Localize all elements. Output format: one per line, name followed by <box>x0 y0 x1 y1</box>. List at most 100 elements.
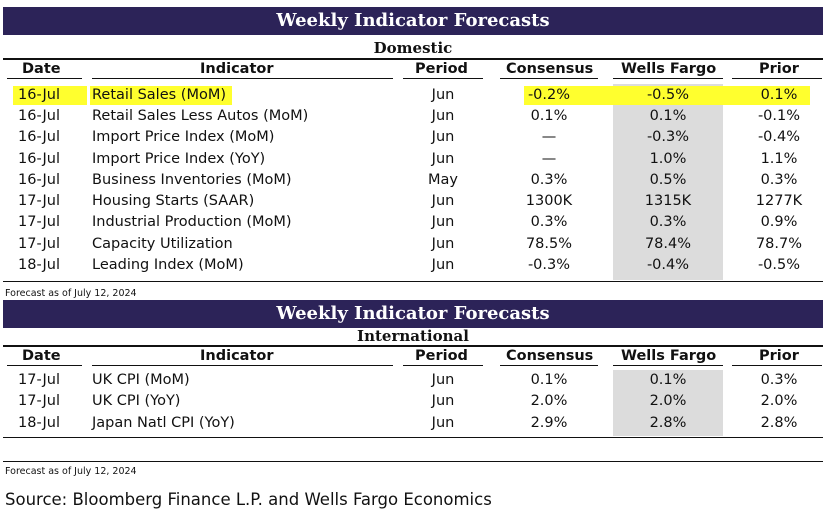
domestic-row: 16-Jul Import Price Index (MoM) Jun — -0… <box>0 127 826 148</box>
row-wells-fargo: -0.5% <box>646 87 690 103</box>
international-header-underline-indicator <box>92 365 393 366</box>
international-header-underline-date <box>7 365 82 366</box>
row-wells-fargo: 0.5% <box>649 172 687 188</box>
row-wells-fargo: 1315K <box>644 193 692 209</box>
international-header-wells-fargo: Wells Fargo <box>621 348 717 364</box>
international-row: 17-Jul UK CPI (YoY) Jun 2.0% 2.0% 2.0% <box>0 391 826 412</box>
row-indicator: Industrial Production (MoM) <box>92 214 292 230</box>
row-period: Jun <box>431 151 455 167</box>
row-consensus: — <box>541 151 557 167</box>
international-footer-rule <box>3 461 823 462</box>
domestic-header-period: Period <box>415 61 468 77</box>
international-section-title: International <box>357 327 469 345</box>
row-indicator: Import Price Index (MoM) <box>92 129 275 145</box>
international-header-underline-prior <box>732 365 822 366</box>
row-date: 16-Jul <box>18 129 60 145</box>
row-prior: 1277K <box>755 193 803 209</box>
row-date: 18-Jul <box>18 257 60 273</box>
international-header-underline-period <box>403 365 483 366</box>
row-date: 16-Jul <box>18 172 60 188</box>
row-prior: -0.1% <box>757 108 801 124</box>
row-period: Jun <box>431 372 455 388</box>
row-prior: 2.8% <box>760 415 798 431</box>
row-indicator: Leading Index (MoM) <box>92 257 244 273</box>
row-indicator: Import Price Index (YoY) <box>92 151 266 167</box>
row-indicator: Capacity Utilization <box>92 236 233 252</box>
international-header-underline-consensus <box>500 365 598 366</box>
row-date: 17-Jul <box>18 372 60 388</box>
row-indicator: UK CPI (MoM) <box>92 372 190 388</box>
domestic-row: 16-Jul Retail Sales Less Autos (MoM) Jun… <box>0 106 826 127</box>
row-prior: -0.5% <box>757 257 801 273</box>
row-prior: -0.4% <box>757 129 801 145</box>
international-header-underline-wells-fargo <box>613 365 723 366</box>
row-wells-fargo: 2.0% <box>649 393 687 409</box>
international-row: 17-Jul UK CPI (MoM) Jun 0.1% 0.1% 0.3% <box>0 370 826 391</box>
row-indicator: Japan Natl CPI (YoY) <box>92 415 235 431</box>
row-period: Jun <box>431 108 455 124</box>
international-header-prior: Prior <box>759 348 799 364</box>
row-consensus: 2.0% <box>530 393 568 409</box>
row-wells-fargo: 78.4% <box>644 236 692 252</box>
domestic-row: 18-Jul Leading Index (MoM) Jun -0.3% -0.… <box>0 255 826 276</box>
domestic-header-underline-consensus <box>500 78 598 79</box>
row-period: Jun <box>431 87 455 103</box>
domestic-header-consensus: Consensus <box>506 61 594 77</box>
row-wells-fargo: -0.3% <box>646 129 690 145</box>
international-top-rule <box>3 345 823 347</box>
row-wells-fargo: 0.1% <box>649 372 687 388</box>
row-date: 16-Jul <box>18 108 60 124</box>
domestic-top-rule <box>3 58 823 60</box>
row-period: Jun <box>431 193 455 209</box>
international-forecast-note: Forecast as of July 12, 2024 <box>5 466 137 477</box>
row-wells-fargo: -0.4% <box>646 257 690 273</box>
row-date: 17-Jul <box>18 214 60 230</box>
row-date: 17-Jul <box>18 236 60 252</box>
row-prior: 2.0% <box>760 393 798 409</box>
domestic-row: 16-Jul Import Price Index (YoY) Jun — 1.… <box>0 149 826 170</box>
row-period: Jun <box>431 129 455 145</box>
row-consensus: -0.3% <box>527 257 571 273</box>
domestic-row: 17-Jul Industrial Production (MoM) Jun 0… <box>0 212 826 233</box>
row-consensus: 0.1% <box>530 372 568 388</box>
domestic-banner: Weekly Indicator Forecasts <box>3 7 823 35</box>
domestic-row: 16-Jul Retail Sales (MoM) Jun -0.2% -0.5… <box>0 85 826 106</box>
row-wells-fargo: 2.8% <box>649 415 687 431</box>
row-prior: 78.7% <box>755 236 803 252</box>
domestic-row: 17-Jul Housing Starts (SAAR) Jun 1300K 1… <box>0 191 826 212</box>
domestic-header-underline-period <box>403 78 483 79</box>
row-period: Jun <box>431 257 455 273</box>
domestic-header-underline-prior <box>732 78 822 79</box>
row-period: Jun <box>431 236 455 252</box>
row-prior: 1.1% <box>760 151 798 167</box>
row-indicator: Retail Sales Less Autos (MoM) <box>92 108 309 124</box>
international-header-date: Date <box>22 348 61 364</box>
domestic-header-underline-wells-fargo <box>613 78 723 79</box>
row-date: 17-Jul <box>18 393 60 409</box>
row-date: 18-Jul <box>18 415 60 431</box>
domestic-header-prior: Prior <box>759 61 799 77</box>
international-header-period: Period <box>415 348 468 364</box>
international-banner: Weekly Indicator Forecasts <box>3 300 823 328</box>
row-consensus: 1300K <box>525 193 573 209</box>
row-prior: 0.3% <box>760 372 798 388</box>
row-consensus: 78.5% <box>525 236 573 252</box>
international-header-consensus: Consensus <box>506 348 594 364</box>
row-consensus: 2.9% <box>530 415 568 431</box>
domestic-wells-fargo-shading <box>613 84 723 280</box>
source-note: Source: Bloomberg Finance L.P. and Wells… <box>5 490 492 509</box>
domestic-header-wells-fargo: Wells Fargo <box>621 61 717 77</box>
row-wells-fargo: 0.3% <box>649 214 687 230</box>
domestic-header-indicator: Indicator <box>200 61 274 77</box>
domestic-header-underline-indicator <box>92 78 393 79</box>
row-indicator: UK CPI (YoY) <box>92 393 181 409</box>
international-row: 18-Jul Japan Natl CPI (YoY) Jun 2.9% 2.8… <box>0 413 826 434</box>
row-prior: 0.3% <box>760 172 798 188</box>
row-date: 16-Jul <box>18 87 60 103</box>
domestic-forecast-note: Forecast as of July 12, 2024 <box>5 288 137 299</box>
highlight-indicator <box>90 86 232 105</box>
international-header-indicator: Indicator <box>200 348 274 364</box>
row-consensus: -0.2% <box>527 87 571 103</box>
highlight-date <box>13 86 87 105</box>
row-consensus: 0.3% <box>530 214 568 230</box>
